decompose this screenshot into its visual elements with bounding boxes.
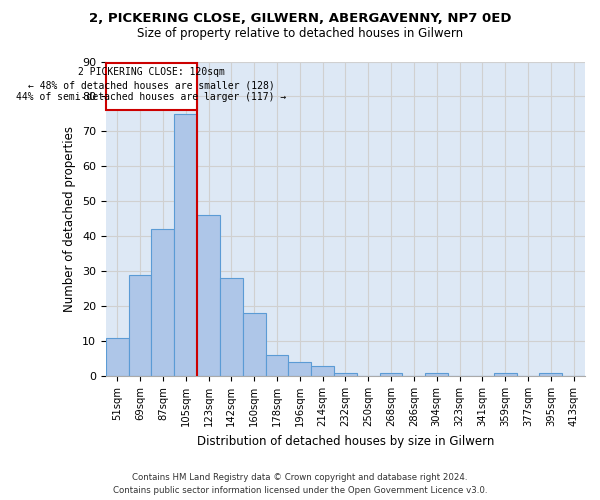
Bar: [151, 230, 174, 376]
Bar: [128, 274, 151, 376]
Bar: [106, 338, 128, 376]
Text: 2, PICKERING CLOSE, GILWERN, ABERGAVENNY, NP7 0ED: 2, PICKERING CLOSE, GILWERN, ABERGAVENNY…: [89, 12, 511, 26]
Bar: [220, 278, 243, 376]
Text: ← 48% of detached houses are smaller (128): ← 48% of detached houses are smaller (12…: [28, 80, 275, 90]
Bar: [334, 372, 357, 376]
Bar: [311, 366, 334, 376]
Text: 44% of semi-detached houses are larger (117) →: 44% of semi-detached houses are larger (…: [16, 92, 287, 102]
Bar: [494, 372, 517, 376]
Bar: [266, 355, 289, 376]
Bar: [380, 372, 403, 376]
Bar: [425, 372, 448, 376]
Bar: [174, 114, 197, 376]
Bar: [539, 372, 562, 376]
X-axis label: Distribution of detached houses by size in Gilwern: Distribution of detached houses by size …: [197, 434, 494, 448]
Text: Contains HM Land Registry data © Crown copyright and database right 2024.
Contai: Contains HM Land Registry data © Crown c…: [113, 473, 487, 495]
Bar: [243, 313, 266, 376]
Text: Size of property relative to detached houses in Gilwern: Size of property relative to detached ho…: [137, 28, 463, 40]
Bar: [197, 216, 220, 376]
Text: 2 PICKERING CLOSE: 120sqm: 2 PICKERING CLOSE: 120sqm: [78, 68, 225, 78]
Y-axis label: Number of detached properties: Number of detached properties: [64, 126, 76, 312]
FancyBboxPatch shape: [106, 63, 197, 110]
Bar: [289, 362, 311, 376]
